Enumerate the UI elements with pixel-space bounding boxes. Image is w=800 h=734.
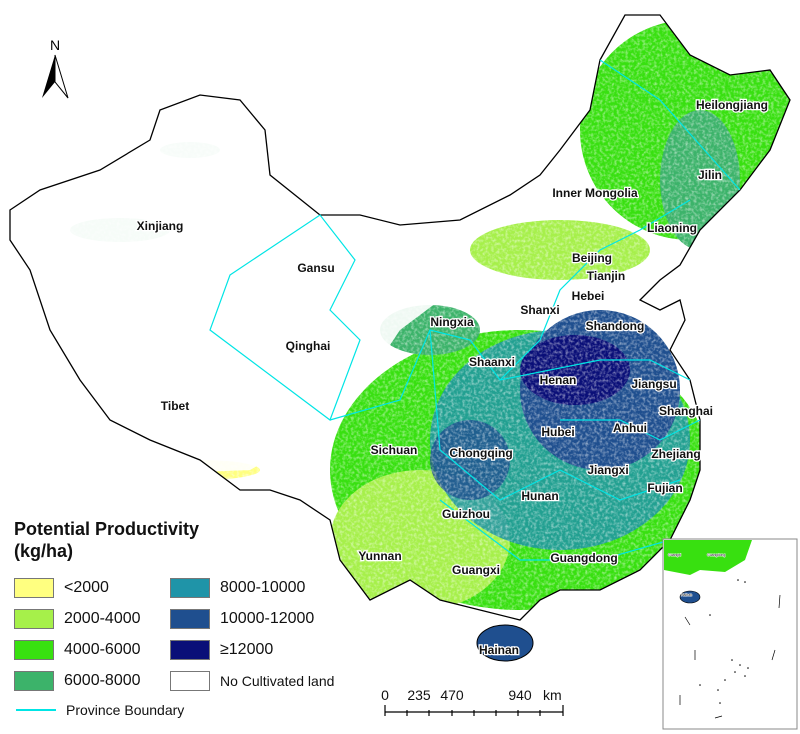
legend-item: <2000 bbox=[14, 578, 109, 598]
province-label: Fujian bbox=[647, 481, 682, 495]
legend-swatch bbox=[14, 671, 54, 691]
legend-label: 6000-8000 bbox=[64, 672, 141, 689]
province-boundaries bbox=[209, 59, 741, 561]
province-label: Guizhou bbox=[442, 507, 490, 521]
legend-swatch bbox=[170, 640, 210, 660]
legend-item: ≥12000 bbox=[170, 640, 273, 660]
legend-item: 2000-4000 bbox=[14, 609, 141, 629]
legend-swatch bbox=[14, 640, 54, 660]
province-label: Inner Mongolia bbox=[552, 186, 638, 200]
province-label: Gansu bbox=[297, 261, 334, 275]
legend-title-line2: (kg/ha) bbox=[14, 541, 74, 561]
province-label: Shandong bbox=[586, 319, 645, 333]
legend-item: No Cultivated land bbox=[170, 671, 334, 691]
province-label: Guangdong bbox=[550, 551, 617, 565]
province-label: Jiangxi bbox=[587, 463, 628, 477]
legend-swatch bbox=[14, 578, 54, 598]
province-label: Shanxi bbox=[520, 303, 559, 317]
legend-label: <2000 bbox=[64, 579, 109, 596]
legend-label: 8000-10000 bbox=[220, 579, 306, 596]
scale-unit: km bbox=[543, 687, 562, 703]
legend-swatch bbox=[170, 609, 210, 629]
inset-label: Hainan bbox=[681, 593, 692, 597]
scale-bar: 0 235 470 940 km bbox=[381, 687, 564, 716]
legend-province-boundary: Province Boundary bbox=[16, 702, 184, 718]
province-label: Henan bbox=[540, 373, 577, 387]
province-label: Jilin bbox=[698, 168, 722, 182]
legend-label: No Cultivated land bbox=[220, 673, 335, 689]
province-label: Tianjin bbox=[587, 269, 625, 283]
legend-label: ≥12000 bbox=[220, 641, 274, 658]
boundary-line-swatch bbox=[16, 709, 56, 711]
boundary-label: Province Boundary bbox=[66, 702, 185, 718]
legend-item: 4000-6000 bbox=[14, 640, 141, 660]
province-label: Guangxi bbox=[452, 563, 500, 577]
scale-tick: 940 bbox=[508, 687, 532, 703]
legend-title: Potential Productivity (kg/ha) bbox=[14, 518, 199, 562]
province-label: Xinjiang bbox=[137, 219, 184, 233]
province-label: Beijing bbox=[572, 251, 612, 265]
north-label: N bbox=[50, 37, 60, 53]
legend-swatch bbox=[170, 671, 210, 691]
legend-label: 10000-12000 bbox=[220, 610, 315, 627]
province-label: Zhejiang bbox=[651, 447, 700, 461]
province-label: Hebei bbox=[572, 289, 605, 303]
legend-item: 10000-12000 bbox=[170, 609, 314, 629]
province-label: Ningxia bbox=[430, 315, 474, 329]
legend-label: 2000-4000 bbox=[64, 610, 141, 627]
province-label: Jiangsu bbox=[631, 377, 676, 391]
scale-tick: 0 bbox=[381, 687, 389, 703]
legend-title-line1: Potential Productivity bbox=[14, 519, 200, 539]
province-label: Yunnan bbox=[358, 549, 401, 563]
province-label: Sichuan bbox=[371, 443, 418, 457]
province-labels: Heilongjiang Jilin Liaoning Inner Mongolia B… bbox=[135, 97, 769, 659]
inset-label: Guangxi bbox=[668, 553, 681, 557]
province-label: Shanghai bbox=[659, 404, 713, 418]
legend-item: 6000-8000 bbox=[14, 671, 141, 691]
province-label: Liaoning bbox=[647, 221, 697, 235]
province-label: Tibet bbox=[161, 399, 189, 413]
hainan-island bbox=[476, 624, 534, 662]
province-label: Hunan bbox=[521, 489, 558, 503]
legend-swatch bbox=[14, 609, 54, 629]
province-label: Hainan bbox=[479, 643, 519, 657]
north-arrow-icon: N bbox=[42, 37, 69, 99]
south-china-sea-inset: Guangxi Guangdong Hainan bbox=[662, 538, 798, 730]
province-label: Shaanxi bbox=[469, 355, 515, 369]
province-label: Hubei bbox=[541, 425, 574, 439]
legend-swatch bbox=[170, 578, 210, 598]
province-label: Chongqing bbox=[449, 446, 512, 460]
province-label: Qinghai bbox=[286, 339, 331, 353]
legend-label: 4000-6000 bbox=[64, 641, 141, 658]
inset-label: Guangdong bbox=[707, 553, 725, 557]
province-label: Heilongjiang bbox=[696, 98, 768, 112]
province-label: Anhui bbox=[613, 421, 647, 435]
scale-tick: 470 bbox=[440, 687, 464, 703]
scale-tick: 235 bbox=[407, 687, 431, 703]
legend-item: 8000-10000 bbox=[170, 578, 305, 598]
